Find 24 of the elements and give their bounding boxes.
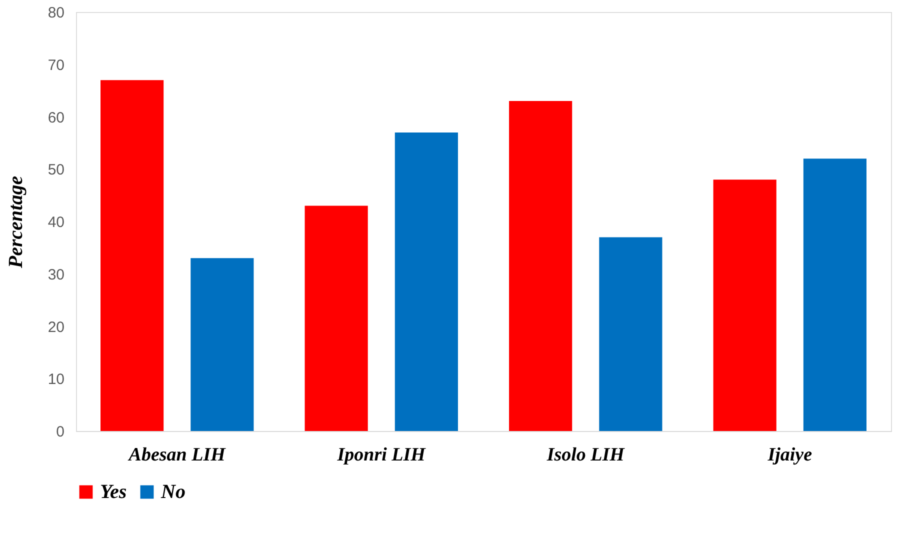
x-tick-label: Isolo LIH (546, 444, 626, 466)
y-tick-label: 70 (48, 56, 64, 74)
bar (509, 101, 572, 431)
bar (713, 180, 776, 431)
bar (190, 258, 254, 431)
bar (394, 132, 458, 431)
y-axis-title: Percentage (4, 176, 27, 270)
x-tick-label: Ijaiye (766, 444, 813, 466)
y-tick-label: 80 (48, 4, 64, 22)
bar (100, 80, 164, 431)
x-tick-label: Abesan LIH (128, 444, 227, 466)
bar (304, 206, 368, 431)
legend-label: No (160, 481, 186, 503)
x-tick-label: Iponri LIH (336, 444, 427, 466)
y-tick-label: 0 (56, 424, 64, 440)
bar (803, 158, 866, 431)
y-tick-label: 20 (48, 318, 64, 336)
y-tick-label: 50 (48, 162, 64, 179)
legend-label: Yes (100, 481, 127, 503)
bar (599, 237, 662, 431)
y-tick-label: 30 (48, 266, 64, 284)
y-tick-label: 40 (48, 214, 64, 231)
y-tick-label: 60 (48, 109, 64, 126)
y-tick-label: 10 (48, 371, 64, 388)
